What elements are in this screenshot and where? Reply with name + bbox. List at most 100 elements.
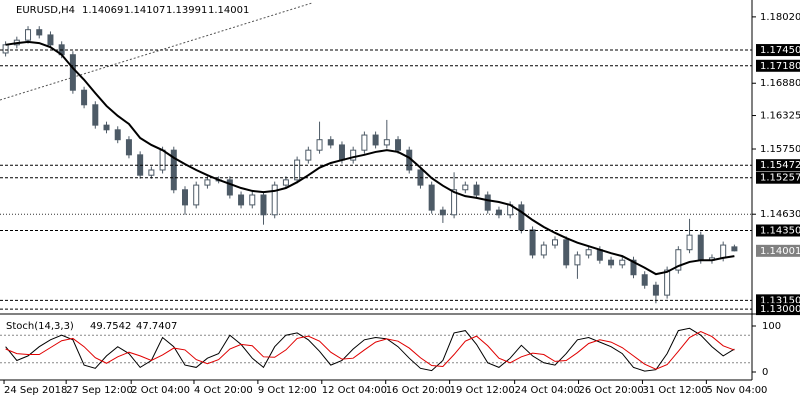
candle-body [608, 259, 615, 266]
level-box [756, 303, 800, 316]
x-tick-label: 2 Oct 04:00 [131, 385, 190, 396]
stoch-tick-label: 100 [762, 321, 781, 332]
candle-body [238, 194, 245, 206]
level-box [756, 59, 800, 72]
candle-body [585, 249, 592, 256]
candle-body [630, 259, 637, 276]
candle-body [361, 134, 368, 151]
candle-body [563, 239, 570, 266]
x-tick-label: 27 Sep 12:00 [66, 385, 133, 396]
candle-body [204, 179, 211, 186]
level-box [756, 171, 800, 184]
level-label: 1.17450 [760, 45, 800, 56]
candle-body [114, 129, 121, 141]
candle-body [428, 184, 435, 211]
candle-body [574, 254, 581, 266]
candle-body [529, 229, 536, 256]
level-label: 1.15257 [760, 173, 800, 184]
candle-body [305, 149, 312, 161]
candle-body [271, 184, 278, 216]
candle-body [675, 249, 682, 271]
y-tick-label: 1.16325 [760, 111, 800, 122]
candle-body [36, 29, 43, 36]
price-label: 1.14001 [760, 246, 800, 257]
level-label: 1.13000 [760, 304, 800, 315]
y-tick-label: 1.18020 [760, 12, 800, 23]
candle-body [25, 29, 32, 41]
x-tick-label: 4 Oct 20:00 [194, 385, 253, 396]
ohlc-low: 1.13991 [166, 5, 207, 16]
candle-body [92, 104, 99, 126]
candle-body [518, 204, 525, 231]
level-box [756, 159, 800, 172]
level-label: 1.13150 [760, 295, 800, 306]
ohlc-high: 1.14107 [124, 5, 165, 16]
candle-body [81, 89, 88, 106]
candle-body [103, 124, 110, 131]
level-box [756, 224, 800, 237]
candle-body [170, 149, 177, 191]
candle-body [697, 234, 704, 261]
x-tick-label: 24 Oct 04:00 [515, 385, 580, 396]
candle-body [720, 244, 727, 259]
y-tick-label: 1.14630 [760, 209, 800, 220]
level-label: 1.15472 [760, 160, 800, 171]
candle-body [383, 139, 390, 146]
x-tick-label: 19 Oct 12:00 [450, 385, 515, 396]
candle-body [439, 209, 446, 216]
candle-body [182, 189, 188, 206]
candle-body [641, 274, 648, 286]
candle-body [148, 169, 155, 176]
candle-body [484, 194, 491, 211]
candle-body [350, 149, 357, 161]
candle-body [282, 179, 289, 186]
candle-body [69, 54, 76, 91]
candle-body [686, 234, 693, 251]
stoch-d: 47.7407 [136, 321, 177, 332]
candle-body [495, 209, 502, 216]
moving-average [5, 40, 735, 276]
stoch-tick-label: 0 [762, 367, 768, 378]
stoch-k: 49.7542 [90, 321, 131, 332]
level-box [756, 44, 800, 57]
ohlc-close: 1.14001 [208, 5, 249, 16]
x-tick-label: 9 Oct 12:00 [258, 385, 317, 396]
candle-body [249, 194, 256, 206]
x-tick-label: 31 Oct 12:00 [642, 385, 707, 396]
candle-body [294, 159, 301, 181]
stoch-name: Stoch(14,3,3) [6, 321, 74, 332]
candle-body [159, 149, 166, 171]
candle-body [316, 139, 323, 151]
candle-body [462, 184, 469, 191]
candle-body [338, 144, 345, 161]
x-tick-label: 26 Oct 20:00 [579, 385, 644, 396]
y-tick-label: 1.16880 [760, 78, 800, 89]
candle-body [2, 44, 9, 54]
candle-body [540, 244, 547, 256]
level-label: 1.14350 [760, 226, 800, 237]
candle-body [395, 139, 402, 151]
candle-body [327, 139, 334, 146]
ohlc-open: 1.14069 [82, 5, 123, 16]
candle-body [125, 139, 132, 156]
candle-body [47, 34, 54, 46]
candle-body [664, 269, 671, 296]
candle-body [652, 284, 659, 296]
level-label: 1.17180 [760, 61, 800, 72]
x-tick-label: 12 Oct 04:00 [322, 385, 387, 396]
candle-body [260, 194, 267, 216]
trend-line [0, 2, 313, 101]
candle-body [473, 184, 480, 196]
x-tick-label: 5 Nov 04:00 [706, 385, 767, 396]
x-tick-label: 16 Oct 20:00 [386, 385, 451, 396]
candle-body [552, 239, 558, 246]
price-box [756, 244, 800, 257]
candle-body [193, 184, 200, 206]
candle-body [619, 259, 626, 266]
symbol: EURUSD,H4 [16, 5, 75, 16]
x-tick-label: 24 Sep 2018 [4, 385, 67, 396]
candle-body [372, 134, 379, 146]
y-tick-label: 1.15750 [760, 144, 800, 155]
